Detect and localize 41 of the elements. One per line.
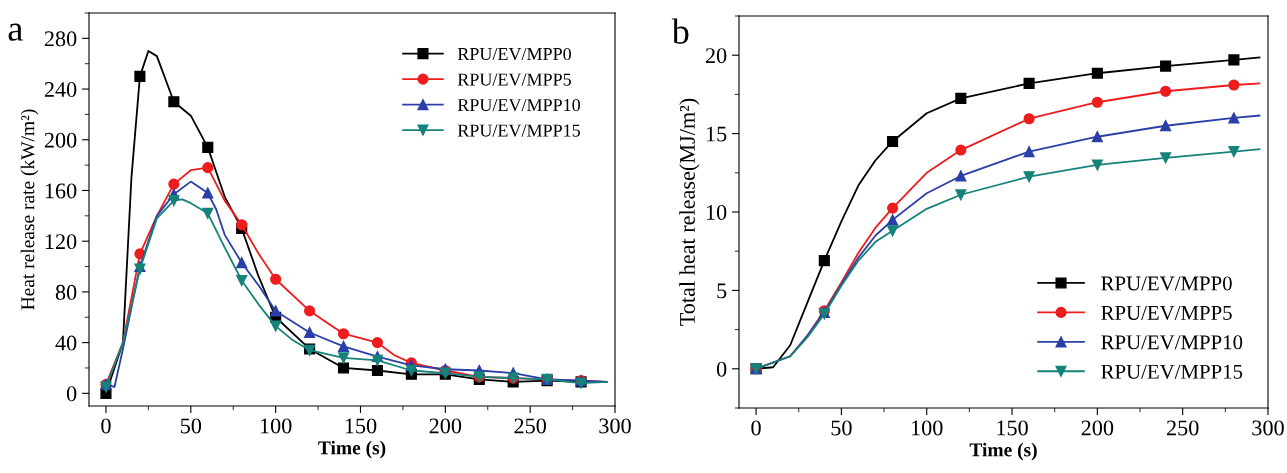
y-tick-label: 80 [55, 284, 77, 300]
x-tick-label: 0 [101, 418, 111, 434]
legend-label: RPU/EV/MPP5 [1101, 305, 1232, 321]
legend-label: RPU/EV/MPP5 [457, 73, 571, 86]
y-tick-label: 10 [706, 204, 727, 220]
x-tick-label: 100 [912, 420, 943, 436]
y-axis-title: Total heat release(MJ/m²) [679, 98, 700, 326]
y-tick-label: 160 [45, 183, 77, 199]
x-axis-title: Time (s) [318, 440, 386, 459]
x-tick-label: 300 [599, 418, 631, 434]
x-tick-label: 0 [751, 420, 761, 436]
text: b [671, 18, 689, 44]
legend-label: RPU/EV/MPP10 [1101, 335, 1243, 350]
x-tick-label: 150 [345, 418, 377, 434]
legend-label: RPU/EV/MPP10 [457, 98, 581, 112]
x-tick-label: 200 [1081, 420, 1114, 436]
legend-label: RPU/EV/MPP15 [1101, 364, 1243, 379]
y-tick-label: 200 [44, 132, 77, 148]
x-tick-label: 50 [831, 420, 852, 436]
y-tick-label: 120 [45, 234, 77, 250]
y-tick-label: 0 [66, 386, 77, 402]
x-axis-title: Time (s) [969, 442, 1037, 461]
x-tick-label: 250 [514, 418, 546, 434]
x-tick-label: 250 [1166, 420, 1199, 436]
y-tick-label: 15 [706, 126, 727, 142]
legend-label: RPU/EV/MPP15 [457, 124, 580, 137]
legend-label: RPU/EV/MPP0 [1101, 276, 1232, 291]
y-tick-label: 240 [44, 82, 77, 97]
y-tick-label: 280 [44, 31, 77, 47]
x-tick-label: 150 [997, 420, 1028, 436]
y-tick-label: 20 [705, 48, 727, 64]
y-tick-label: 0 [716, 361, 727, 377]
y-tick-label: 5 [717, 283, 727, 299]
x-tick-label: 300 [1252, 420, 1284, 436]
y-axis-title: Heat release rate (kW/m²) [20, 109, 39, 310]
y-tick-label: 40 [55, 335, 77, 351]
x-tick-label: 50 [180, 418, 202, 434]
x-tick-label: 200 [429, 418, 462, 434]
x-tick-label: 100 [260, 418, 292, 434]
text: a [8, 23, 23, 41]
legend-label: RPU/EV/MPP0 [457, 47, 571, 61]
